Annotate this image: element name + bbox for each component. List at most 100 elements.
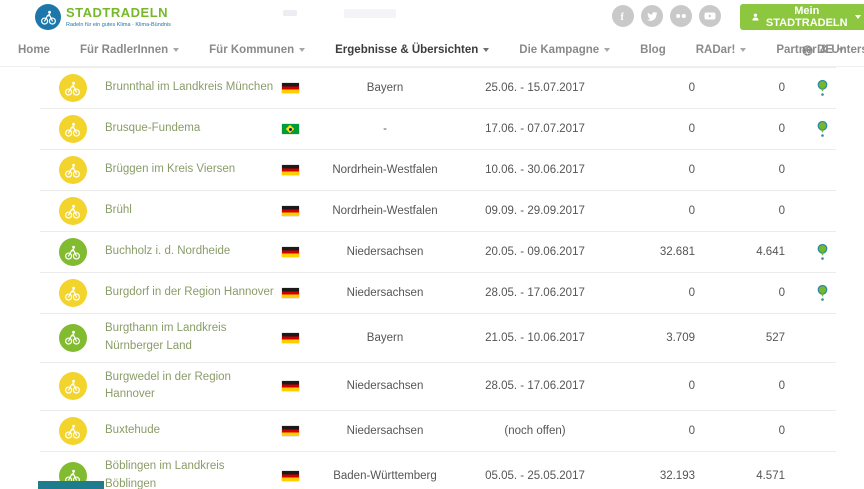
table-row: Brühl Nordrhein-Westfalen 09.09. - 29.09… <box>40 191 836 232</box>
city-link[interactable]: Burgwedel in der Region Hannover <box>105 370 231 401</box>
nav-item-label: Ergebnisse & Übersichten <box>335 44 479 56</box>
stadtradeln-logo[interactable]: STADTRADELN Radeln für ein gutes Klima ·… <box>35 4 171 30</box>
svg-text:f: f <box>621 12 625 22</box>
bike-icon <box>58 323 87 352</box>
top-header: STADTRADELN Radeln für ein gutes Klima ·… <box>0 0 864 34</box>
nav-item-label: Für Kommunen <box>209 44 295 56</box>
participants-cell: 0 <box>778 425 785 438</box>
footer-edge <box>38 481 104 489</box>
language-switch[interactable]: DE <box>802 44 844 56</box>
logo-tagline: Radeln für ein gutes Klima · Klima-Bündn… <box>66 21 171 28</box>
flag-cell <box>275 288 305 298</box>
twitter-icon[interactable] <box>641 5 663 27</box>
period-cell: 17.06. - 07.07.2017 <box>485 123 585 135</box>
flag-cell <box>275 206 305 216</box>
row-icon-cell <box>40 417 105 446</box>
period-cell: 21.05. - 10.06.2017 <box>485 331 585 344</box>
bike-icon <box>58 238 87 266</box>
city-link[interactable]: Brüggen im Kreis Viersen <box>105 163 236 176</box>
nav-item-blog[interactable]: Blog <box>640 44 666 56</box>
km-cell: 3.709 <box>666 331 695 344</box>
youtube-icon[interactable] <box>699 5 721 27</box>
nav-item-f-r-kommunen[interactable]: Für Kommunen <box>209 44 305 56</box>
nav-item-f-r-radlerinnen[interactable]: Für RadlerInnen <box>80 44 179 56</box>
pin-cell <box>785 377 835 395</box>
participants-cell: 0 <box>778 287 785 299</box>
user-icon <box>752 13 759 21</box>
city-link[interactable]: Brunnthal im Landkreis München <box>105 81 274 94</box>
pin-cell <box>785 161 835 179</box>
nav-item-radar[interactable]: RADar! <box>696 44 747 56</box>
period-cell: 05.05. - 25.05.2017 <box>485 470 585 483</box>
flag-de-icon <box>281 247 299 257</box>
flag-cell <box>275 471 305 482</box>
account-button-label: Mein STADTRADELN <box>765 5 848 29</box>
nav-item-label: Home <box>18 44 50 56</box>
faded-element <box>283 10 297 16</box>
row-icon-cell <box>40 115 105 143</box>
mein-stadtradeln-button[interactable]: Mein STADTRADELN <box>740 4 864 30</box>
city-link[interactable]: Brühl <box>105 204 132 217</box>
flickr-icon[interactable] <box>670 5 692 27</box>
row-icon-cell <box>40 323 105 352</box>
nav-item-label: Blog <box>640 44 666 56</box>
pin-cell <box>785 422 835 440</box>
km-cell: 0 <box>688 205 695 217</box>
participants-cell: 0 <box>778 82 785 94</box>
map-pin-icon[interactable] <box>816 284 829 302</box>
pin-cell <box>785 120 835 138</box>
flag-de-icon <box>281 471 299 482</box>
flag-cell <box>275 165 305 175</box>
km-cell: 32.681 <box>659 246 695 258</box>
map-pin-icon[interactable] <box>816 243 829 261</box>
state-cell: Niedersachsen <box>346 287 424 299</box>
flag-cell <box>275 381 305 392</box>
participants-cell: 0 <box>778 380 785 393</box>
flag-cell <box>275 247 305 257</box>
flag-cell <box>275 83 305 93</box>
facebook-icon[interactable]: f <box>612 5 634 27</box>
table-row: Buchholz i. d. Nordheide Niedersachsen 2… <box>40 232 836 273</box>
flag-de-icon <box>281 83 299 93</box>
participants-cell: 0 <box>778 164 785 176</box>
nav-item-ergebnisse-bersichten[interactable]: Ergebnisse & Übersichten <box>335 44 489 56</box>
row-icon-cell <box>40 238 105 266</box>
globe-icon <box>802 44 813 56</box>
state-cell: Nordrhein-Westfalen <box>332 164 438 176</box>
period-cell: 10.06. - 30.06.2017 <box>485 164 585 176</box>
bike-icon <box>58 74 87 102</box>
nav-item-label: Die Kampagne <box>519 44 600 56</box>
row-icon-cell <box>40 197 105 225</box>
km-cell: 0 <box>688 123 695 135</box>
pin-cell <box>785 79 835 97</box>
pin-cell <box>785 243 835 261</box>
flag-de-icon <box>281 288 299 298</box>
period-cell: 25.06. - 15.07.2017 <box>485 82 585 94</box>
km-cell: 0 <box>688 425 695 438</box>
table-row: Buxtehude Niedersachsen (noch offen) 0 0 <box>40 411 836 453</box>
map-pin-icon[interactable] <box>816 120 829 138</box>
bike-icon <box>58 417 87 446</box>
participants-cell: 0 <box>778 205 785 217</box>
state-cell: - <box>383 123 387 135</box>
bike-icon <box>58 197 87 225</box>
city-link[interactable]: Buchholz i. d. Nordheide <box>105 245 231 258</box>
state-cell: Niedersachsen <box>346 425 424 438</box>
period-cell: 20.05. - 09.06.2017 <box>485 246 585 258</box>
map-pin-icon[interactable] <box>816 79 829 97</box>
nav-item-label: RADar! <box>695 44 736 56</box>
flag-de-icon <box>281 206 299 216</box>
table-row: Burgdorf in der Region Hannover Niedersa… <box>40 273 836 314</box>
nav-item-die-kampagne[interactable]: Die Kampagne <box>519 44 610 56</box>
bike-icon <box>58 156 87 184</box>
city-link[interactable]: Böblingen im Landkreis Böblingen <box>105 460 225 489</box>
city-link[interactable]: Brusque-Fundema <box>105 122 201 135</box>
period-cell: 28.05. - 17.06.2017 <box>485 380 585 393</box>
city-link[interactable]: Burgthann im Landkreis Nürnberger Land <box>105 322 227 352</box>
km-cell: 32.193 <box>659 470 695 483</box>
state-cell: Niedersachsen <box>346 380 424 393</box>
nav-item-home[interactable]: Home <box>18 44 50 56</box>
city-link[interactable]: Buxtehude <box>105 424 160 437</box>
participants-cell: 4.641 <box>756 246 785 258</box>
city-link[interactable]: Burgdorf in der Region Hannover <box>105 286 274 299</box>
